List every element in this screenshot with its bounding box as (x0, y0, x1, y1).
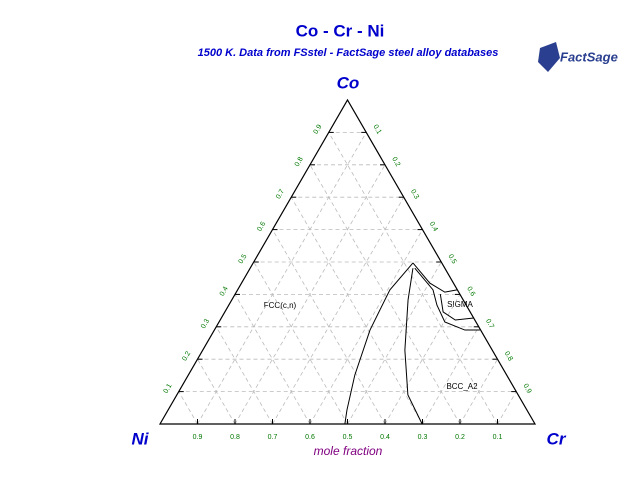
grid-line (197, 358, 236, 425)
tick-label: 0.7 (275, 188, 286, 200)
logo-text: FactSage (560, 49, 618, 64)
vertex-label: Co (337, 73, 360, 92)
tick-label: 0.9 (313, 124, 324, 136)
region-label: BCC_A2 (446, 382, 478, 391)
phase-boundary (412, 262, 458, 293)
tick-label: 0.3 (200, 318, 211, 330)
tick-label: 0.2 (181, 350, 192, 362)
grid-line (272, 229, 386, 425)
tick-label: 0.8 (294, 156, 305, 168)
tick-label: 0.5 (446, 253, 457, 265)
tick-label: 0.4 (380, 434, 390, 441)
tick-label: 0.2 (390, 156, 401, 168)
grid-line (347, 261, 442, 425)
grid-line (384, 294, 461, 425)
grid-line (215, 326, 273, 425)
grid-line (272, 196, 405, 425)
tick-label: 0.6 (305, 434, 315, 441)
logo: FactSage (538, 42, 618, 72)
grid-line (290, 196, 423, 425)
tick-label: 0.1 (493, 434, 503, 441)
phase-boundary (439, 293, 474, 321)
axis-label: mole fraction (314, 444, 383, 458)
tick-label: 0.6 (465, 286, 476, 298)
phase-boundary (414, 267, 480, 331)
grid-line (422, 326, 480, 425)
tick-label: 0.3 (418, 434, 428, 441)
tick-label: 0.2 (455, 434, 465, 441)
vertex-label: Ni (132, 429, 150, 448)
tick-label: 0.8 (503, 350, 514, 362)
region-label: FCC(c,n) (264, 301, 297, 310)
tick-label: 0.8 (230, 434, 240, 441)
grid-line (328, 132, 498, 425)
grid-line (178, 391, 198, 425)
tick-label: 0.5 (343, 434, 353, 441)
grid-line (253, 261, 348, 425)
tick-label: 0.7 (268, 434, 278, 441)
tick-label: 0.1 (371, 124, 382, 136)
vertex-label: Cr (547, 429, 567, 448)
tick-label: 0.6 (256, 221, 267, 233)
tick-label: 0.4 (428, 221, 439, 233)
tick-label: 0.9 (193, 434, 203, 441)
tick-label: 0.4 (219, 286, 230, 298)
chart-title: Co - Cr - Ni (296, 21, 385, 40)
region-label: SIGMA (447, 300, 473, 309)
tick-label: 0.7 (484, 318, 495, 330)
grid-line (309, 164, 461, 425)
tick-label: 0.5 (238, 253, 249, 265)
phase-boundary (344, 262, 414, 425)
chart-subtitle: 1500 K. Data from FSstel - FactSage stee… (198, 47, 499, 59)
logo-icon (538, 42, 560, 72)
grid-line (497, 391, 517, 425)
phase-boundary (404, 268, 423, 425)
grid-line (234, 294, 311, 425)
tick-label: 0.3 (409, 188, 420, 200)
tick-label: 0.9 (521, 383, 532, 395)
tick-label: 0.1 (163, 383, 174, 395)
grid-line (197, 132, 367, 425)
